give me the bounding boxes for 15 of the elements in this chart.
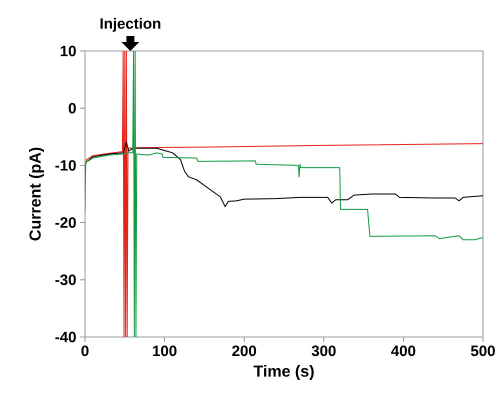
y-tick-label: 10	[60, 46, 76, 56]
x-tick-label: 400	[391, 346, 416, 356]
annotation: Injection	[100, 18, 160, 32]
x-tick-label: 300	[312, 346, 336, 356]
x-tick-label: 500	[470, 346, 495, 356]
x-axis-title: Time (s)	[254, 365, 314, 380]
x-tick-label: 200	[232, 346, 256, 356]
y-axis-title: Current (pA)	[29, 148, 44, 240]
x-tick-label: 0	[81, 346, 89, 356]
y-tick-label: -40	[55, 332, 76, 342]
y-tick-label: 0	[68, 102, 76, 114]
y-tick-label: -10	[55, 160, 76, 171]
y-tick-label: -30	[55, 274, 76, 286]
y-tick-label: -20	[55, 217, 76, 228]
x-tick-label: 100	[153, 346, 176, 356]
